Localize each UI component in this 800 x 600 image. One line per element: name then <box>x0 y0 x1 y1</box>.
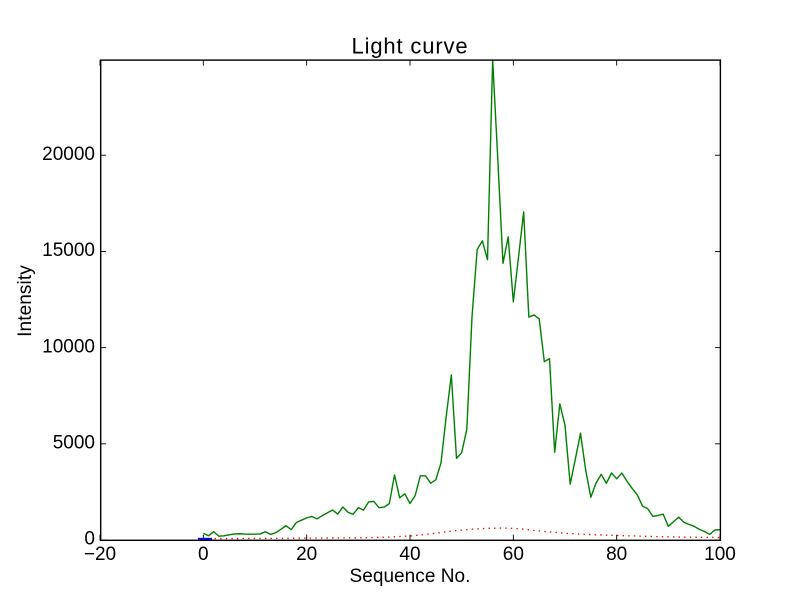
svg-text:100: 100 <box>704 544 736 565</box>
svg-text:20000: 20000 <box>42 144 95 165</box>
svg-text:Light curve: Light curve <box>352 34 469 59</box>
svg-text:Sequence No.: Sequence No. <box>349 566 470 587</box>
svg-text:80: 80 <box>606 544 627 565</box>
svg-text:Intensity: Intensity <box>15 265 36 337</box>
svg-text:60: 60 <box>503 544 524 565</box>
svg-text:40: 40 <box>399 544 420 565</box>
svg-text:5000: 5000 <box>53 432 95 453</box>
svg-text:0: 0 <box>84 529 95 550</box>
svg-text:−20: −20 <box>84 544 116 565</box>
svg-text:0: 0 <box>198 544 209 565</box>
svg-text:10000: 10000 <box>42 336 95 357</box>
svg-text:20: 20 <box>296 544 317 565</box>
svg-text:15000: 15000 <box>42 240 95 261</box>
